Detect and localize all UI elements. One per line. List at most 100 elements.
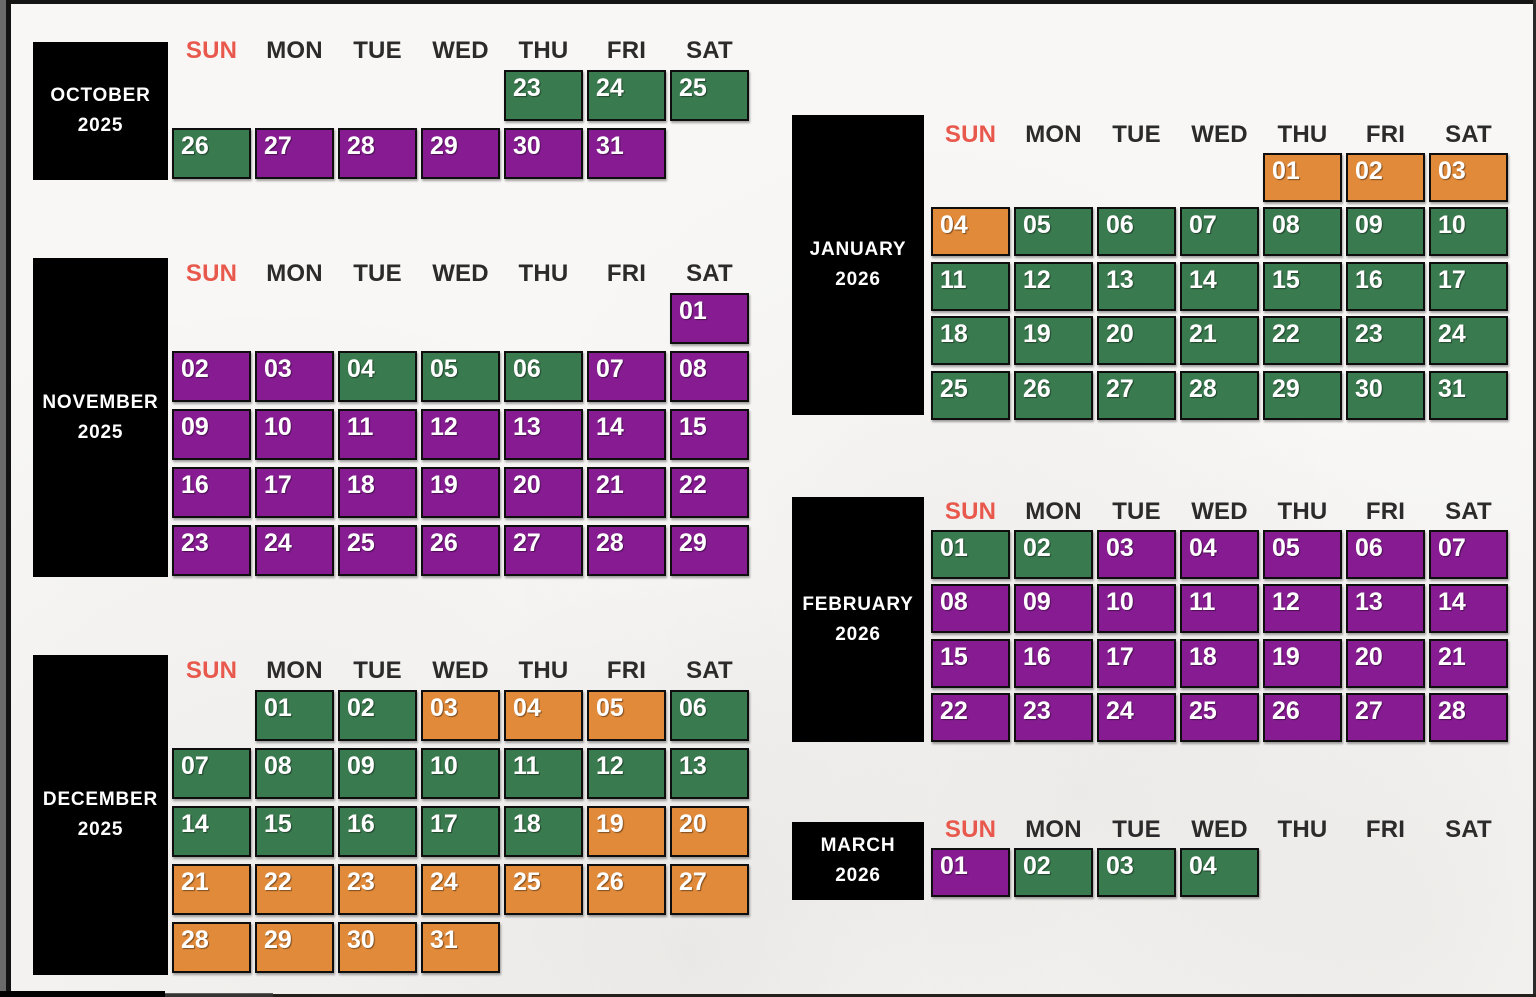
day-cell: 12	[421, 409, 500, 460]
day-cell: 01	[1263, 152, 1342, 202]
weekday-header: THU	[1277, 498, 1328, 525]
day-cell: 11	[338, 409, 417, 460]
day-cell: 21	[1429, 638, 1508, 688]
day-cell: 09	[1014, 584, 1093, 633]
weekday-header-sun: SUN	[944, 121, 997, 148]
day-cell: 13	[670, 748, 749, 799]
day-cell: 28	[1180, 370, 1259, 420]
month-grid: SUN MON TUE WED THU FRI SAT 01 02 03 04 05 06 07 08 09 1…	[172, 262, 749, 576]
day-cell: 23	[1346, 316, 1425, 365]
weekday-header: MON	[1025, 816, 1082, 843]
weekday-header: SAT	[1445, 498, 1492, 525]
day-cell: 10	[1429, 207, 1508, 256]
day-cell: 08	[1263, 207, 1342, 256]
month-title-block: DECEMBER 2025	[33, 655, 168, 975]
day-cell: 07	[172, 748, 251, 799]
day-cell: 10	[1097, 584, 1176, 633]
day-cell: 31	[587, 128, 666, 179]
day-cell: 16	[1346, 261, 1425, 311]
frame-top-border	[0, 0, 1536, 4]
day-cell: 17	[421, 806, 500, 857]
day-cell: 30	[504, 128, 583, 179]
day-cell: 07	[1429, 529, 1508, 579]
day-cell: 22	[1263, 316, 1342, 365]
day-cell: 15	[255, 806, 334, 857]
weekday-header: MON	[1025, 498, 1082, 525]
day-cell: 19	[587, 806, 666, 857]
day-cell: 06	[504, 351, 583, 402]
day-cell: 06	[1097, 207, 1176, 256]
month-year: 2025	[77, 421, 124, 443]
bottom-cropped-text-fragment	[103, 993, 273, 997]
day-cell: 03	[1097, 529, 1176, 579]
day-cell: 23	[172, 525, 251, 576]
month-name: NOVEMBER	[42, 391, 159, 413]
weekday-header: WED	[432, 37, 489, 64]
weekday-header: WED	[432, 260, 489, 287]
day-cell: 01	[931, 529, 1010, 579]
month-title-block: FEBRUARY 2026	[792, 497, 924, 742]
day-cell: 10	[255, 409, 334, 460]
month-year: 2026	[835, 269, 881, 290]
day-cell: 26	[587, 864, 666, 915]
weekday-header: SAT	[1445, 816, 1492, 843]
day-cell: 12	[1263, 584, 1342, 633]
day-cell: 26	[1263, 693, 1342, 742]
day-cell: 29	[1263, 370, 1342, 420]
day-cell: 09	[1346, 207, 1425, 256]
weekday-header: THU	[518, 37, 569, 64]
day-cell: 12	[587, 748, 666, 799]
weekday-header-sun: SUN	[944, 498, 997, 525]
day-cell: 27	[255, 128, 334, 179]
weekday-header: MON	[266, 37, 323, 64]
day-cell: 11	[931, 261, 1010, 311]
day-cell: 01	[255, 690, 334, 741]
day-cell: 11	[504, 748, 583, 799]
weekday-header: MON	[266, 657, 323, 684]
day-cell: 02	[338, 690, 417, 741]
day-cell: 05	[421, 351, 500, 402]
day-cell: 24	[587, 70, 666, 121]
weekday-header: TUE	[1112, 121, 1161, 148]
day-cell: 26	[172, 128, 251, 179]
day-cell: 03	[1097, 847, 1176, 897]
day-cell: 30	[1346, 370, 1425, 420]
day-cell: 13	[1346, 584, 1425, 633]
weekday-header: MON	[1025, 121, 1082, 148]
day-cell: 25	[1180, 693, 1259, 742]
weekday-header: THU	[518, 657, 569, 684]
weekday-header: SAT	[686, 657, 733, 684]
weekday-header: WED	[432, 657, 489, 684]
day-cell: 11	[1180, 584, 1259, 633]
day-cell: 14	[172, 806, 251, 857]
day-cell: 02	[1014, 529, 1093, 579]
day-cell: 25	[931, 370, 1010, 420]
month-year: 2025	[77, 819, 124, 840]
day-cell: 06	[670, 690, 749, 741]
day-cell: 19	[1014, 316, 1093, 365]
month-grid: SUN MON TUE WED THU FRI SAT 23 24 25 26 27 28 29 30 31	[172, 39, 749, 179]
day-cell: 03	[421, 690, 500, 741]
day-cell: 29	[421, 128, 500, 179]
day-cell: 21	[587, 467, 666, 518]
day-cell: 31	[1429, 370, 1508, 420]
weekday-header-sun: SUN	[185, 260, 238, 287]
day-cell: 15	[1263, 261, 1342, 311]
day-cell: 24	[421, 864, 500, 915]
day-cell: 20	[1097, 316, 1176, 365]
day-cell: 18	[338, 467, 417, 518]
day-cell: 14	[1180, 261, 1259, 311]
day-cell: 19	[421, 467, 500, 518]
day-cell: 15	[670, 409, 749, 460]
day-cell: 08	[255, 748, 334, 799]
weekday-header: THU	[1277, 121, 1328, 148]
day-cell: 27	[670, 864, 749, 915]
day-cell: 21	[172, 864, 251, 915]
day-cell: 09	[172, 409, 251, 460]
weekday-header: SAT	[686, 260, 733, 287]
day-cell: 24	[1097, 693, 1176, 742]
bottom-cropped-strip	[0, 994, 1536, 997]
day-cell: 19	[1263, 638, 1342, 688]
day-cell: 04	[504, 690, 583, 741]
frame-left-outer-border	[0, 0, 6, 997]
